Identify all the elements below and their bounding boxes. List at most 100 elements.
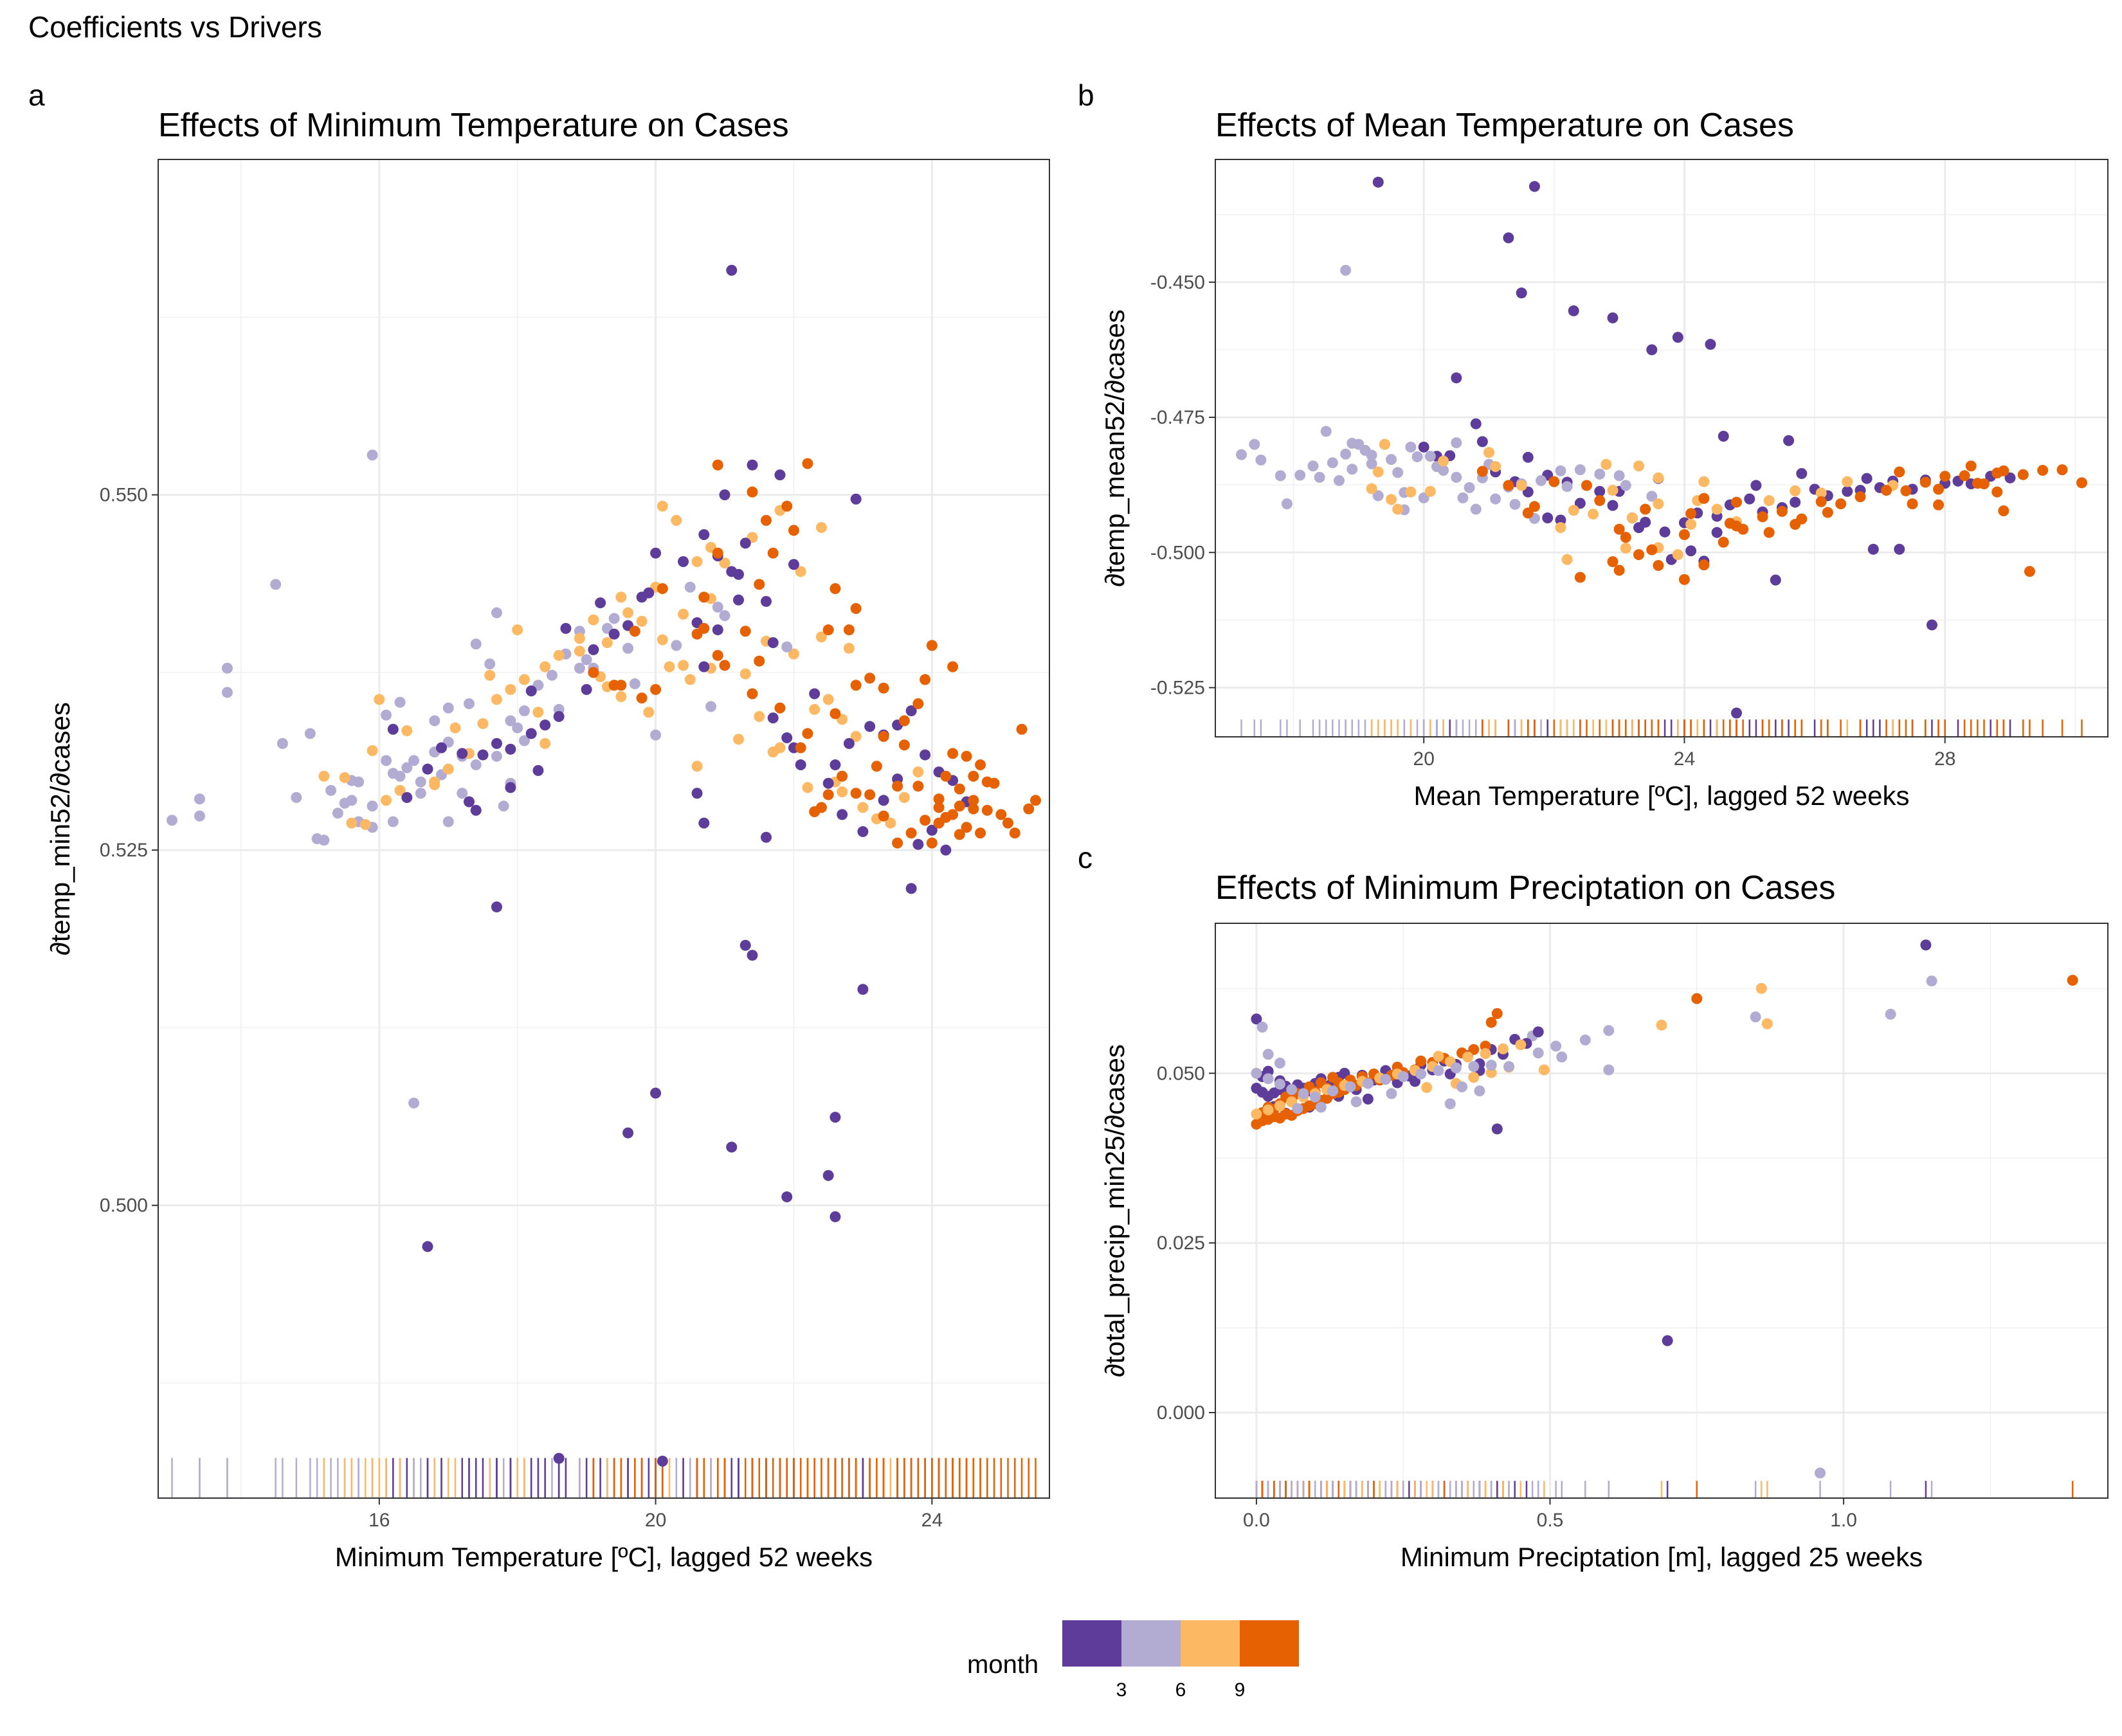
- data-point: [1755, 982, 1767, 994]
- data-point: [477, 749, 489, 761]
- data-point: [491, 607, 502, 619]
- data-point: [850, 730, 862, 742]
- data-point: [1307, 460, 1319, 472]
- data-point: [1659, 526, 1671, 538]
- points: [1251, 939, 2078, 1479]
- panel-title: Effects of Minimum Temperature on Cases: [158, 107, 789, 144]
- data-point: [601, 637, 613, 648]
- data-point: [1030, 795, 1042, 806]
- data-point: [1607, 556, 1619, 568]
- plot-area: [1215, 159, 2108, 737]
- data-point: [470, 804, 482, 816]
- data-point: [491, 901, 502, 913]
- data-point: [581, 654, 592, 665]
- data-point: [961, 822, 972, 833]
- legend-swatch: [1240, 1620, 1299, 1667]
- data-point: [1522, 507, 1534, 519]
- data-point: [809, 688, 821, 700]
- data-point: [843, 642, 855, 654]
- y-tick-label: 0.550: [100, 485, 148, 506]
- data-point: [1372, 176, 1384, 188]
- data-point: [1685, 508, 1697, 520]
- data-point: [401, 762, 413, 773]
- data-point: [1386, 494, 1397, 505]
- data-point: [1907, 498, 1918, 510]
- data-point: [367, 745, 378, 756]
- data-point: [1490, 493, 1501, 505]
- data-point: [1815, 487, 1827, 499]
- data-point: [1503, 480, 1514, 491]
- data-point: [1474, 1085, 1485, 1097]
- data-point: [1409, 1076, 1420, 1087]
- panel-c: c Effects of Minimum Preciptation on Cas…: [1078, 841, 2108, 1572]
- data-point: [733, 734, 745, 745]
- data-point: [795, 566, 806, 577]
- data-point: [429, 715, 440, 727]
- data-point: [1002, 817, 1014, 829]
- data-point: [1568, 505, 1579, 516]
- points: [1236, 176, 2087, 719]
- data-point: [1607, 485, 1619, 496]
- y-tick-label: -0.500: [1150, 542, 1205, 563]
- y-tick-label: 0.000: [1157, 1402, 1205, 1424]
- data-point: [1790, 485, 1801, 496]
- x-axis-title: Minimum Temperature [ºC], lagged 52 week…: [335, 1542, 873, 1572]
- data-point: [981, 776, 993, 788]
- data-point: [754, 579, 765, 590]
- data-point: [1718, 536, 1729, 548]
- data-point: [767, 547, 779, 559]
- data-point: [1538, 1064, 1550, 1076]
- data-point: [1444, 1098, 1456, 1110]
- legend-swatch: [1062, 1620, 1121, 1667]
- data-point: [1991, 467, 2003, 479]
- data-point: [747, 688, 758, 700]
- data-point: [1626, 512, 1638, 523]
- data-point: [221, 687, 233, 698]
- data-point: [830, 708, 841, 719]
- data-point: [815, 521, 827, 533]
- data-point: [947, 809, 959, 820]
- x-tick-label: 16: [368, 1510, 390, 1531]
- data-point: [961, 750, 972, 762]
- data-point: [359, 818, 371, 830]
- data-point: [1646, 544, 1658, 556]
- data-point: [1392, 467, 1404, 478]
- data-point: [394, 770, 406, 782]
- data-point: [422, 763, 433, 775]
- data-point: [691, 788, 703, 799]
- data-point: [1476, 466, 1488, 477]
- data-point: [1548, 476, 1560, 487]
- data-point: [933, 802, 945, 813]
- data-point: [1613, 470, 1625, 482]
- data-point: [954, 783, 965, 795]
- data-point: [1298, 1088, 1309, 1099]
- data-point: [1750, 480, 1762, 491]
- data-point: [1854, 491, 1866, 503]
- grid: [1215, 159, 2108, 737]
- data-point: [878, 730, 889, 742]
- data-point: [1607, 312, 1619, 323]
- data-point: [574, 662, 585, 674]
- y-axis-title: ∂total_precip_min25/∂cases: [1100, 1044, 1130, 1377]
- data-point: [760, 514, 772, 526]
- data-point: [1822, 507, 1833, 518]
- data-point: [1763, 495, 1775, 507]
- rug: [1255, 1481, 2074, 1498]
- data-point: [540, 719, 551, 731]
- data-point: [470, 759, 482, 771]
- data-point: [532, 764, 544, 776]
- data-point: [422, 1241, 433, 1252]
- data-point: [643, 587, 655, 599]
- data-point: [1480, 1048, 1491, 1060]
- data-point: [1594, 468, 1606, 480]
- data-point: [1433, 1051, 1444, 1062]
- data-point: [367, 800, 378, 812]
- panel-title: Effects of Minimum Preciptation on Cases: [1215, 869, 1835, 907]
- data-point: [837, 786, 848, 798]
- data-point: [429, 779, 440, 790]
- panel-tag: c: [1078, 841, 1093, 874]
- data-point: [1468, 1044, 1480, 1055]
- data-point: [1933, 499, 1945, 511]
- data-point: [733, 594, 745, 606]
